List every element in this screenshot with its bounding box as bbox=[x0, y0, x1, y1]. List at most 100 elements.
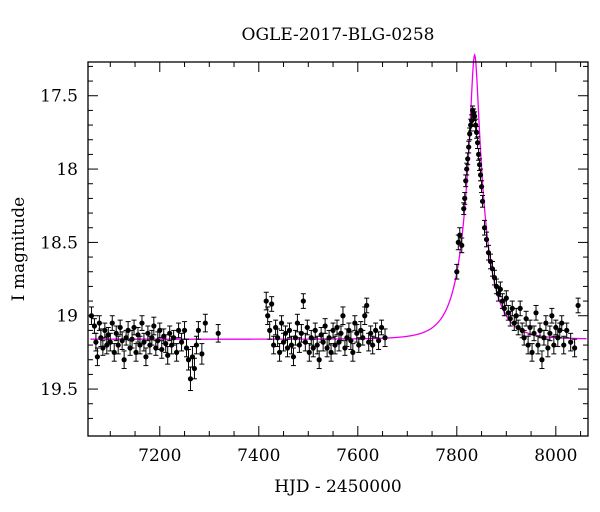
x-axis-label: HJD - 2450000 bbox=[274, 477, 402, 497]
data-point bbox=[338, 330, 344, 336]
data-point bbox=[330, 327, 336, 333]
data-point bbox=[278, 320, 285, 326]
data-point bbox=[364, 302, 370, 309]
data-point bbox=[527, 324, 533, 331]
data-point bbox=[454, 269, 460, 275]
data-point bbox=[276, 349, 283, 355]
data-point bbox=[507, 316, 513, 322]
data-point bbox=[479, 198, 486, 204]
data-point bbox=[117, 324, 123, 331]
data-point bbox=[141, 339, 147, 345]
data-point bbox=[463, 178, 469, 184]
data-point bbox=[167, 330, 173, 336]
data-point bbox=[296, 342, 302, 348]
data-point bbox=[102, 327, 108, 333]
data-point bbox=[525, 342, 531, 348]
data-point bbox=[298, 330, 304, 336]
data-point bbox=[115, 342, 121, 348]
data-point bbox=[271, 342, 277, 348]
data-point bbox=[467, 131, 473, 137]
data-point bbox=[290, 354, 297, 360]
data-point bbox=[475, 151, 482, 157]
data-point bbox=[509, 305, 515, 311]
data-point bbox=[464, 166, 470, 172]
data-point bbox=[549, 313, 555, 319]
data-point bbox=[185, 357, 192, 363]
data-point bbox=[187, 376, 194, 382]
data-point bbox=[503, 295, 509, 301]
data-point bbox=[159, 346, 165, 353]
data-point bbox=[332, 342, 338, 348]
data-point bbox=[104, 342, 110, 348]
data-point bbox=[111, 349, 117, 355]
data-point bbox=[300, 298, 306, 304]
data-point bbox=[360, 335, 366, 341]
data-point bbox=[129, 336, 135, 342]
data-point bbox=[476, 162, 483, 168]
data-point bbox=[288, 342, 295, 348]
data-point bbox=[151, 323, 157, 329]
data-point bbox=[199, 351, 205, 357]
data-point bbox=[564, 327, 570, 333]
data-point bbox=[328, 349, 334, 355]
data-point bbox=[539, 357, 545, 363]
data-point bbox=[324, 345, 330, 351]
y-tick-label: 18 bbox=[56, 160, 78, 180]
data-point bbox=[517, 305, 523, 311]
data-point bbox=[125, 327, 131, 333]
data-point bbox=[543, 320, 549, 326]
data-point bbox=[461, 206, 467, 212]
data-point bbox=[131, 324, 137, 331]
data-point bbox=[109, 320, 115, 326]
data-point bbox=[465, 156, 471, 162]
data-point bbox=[181, 327, 188, 333]
x-tick-label: 7400 bbox=[237, 446, 280, 466]
data-point bbox=[475, 140, 481, 146]
data-point bbox=[191, 365, 198, 372]
data-point bbox=[139, 320, 145, 326]
data-point bbox=[119, 338, 125, 344]
data-point bbox=[537, 327, 543, 333]
data-point bbox=[316, 357, 322, 363]
data-point bbox=[326, 335, 332, 341]
data-point bbox=[559, 320, 565, 326]
data-point bbox=[547, 330, 553, 336]
y-tick-label: 17.5 bbox=[40, 87, 78, 107]
data-point bbox=[513, 313, 519, 319]
data-point bbox=[275, 335, 281, 341]
data-point bbox=[304, 324, 310, 331]
plot-frame bbox=[87, 61, 589, 437]
data-point bbox=[348, 338, 354, 344]
y-tick-label: 18.5 bbox=[40, 233, 78, 253]
model-curve bbox=[90, 53, 587, 340]
data-point bbox=[382, 335, 388, 341]
data-point bbox=[531, 330, 537, 336]
data-point bbox=[568, 339, 574, 345]
data-point bbox=[93, 339, 99, 345]
data-point bbox=[521, 335, 527, 341]
data-point bbox=[88, 313, 95, 319]
data-point bbox=[145, 330, 151, 336]
x-tick-label: 7200 bbox=[138, 446, 181, 466]
data-point bbox=[523, 316, 529, 322]
data-point bbox=[501, 305, 507, 311]
data-point bbox=[477, 172, 484, 178]
data-point bbox=[350, 349, 356, 355]
data-point bbox=[561, 342, 567, 348]
data-point bbox=[340, 313, 346, 319]
data-point bbox=[469, 118, 475, 124]
y-tick-label: 19.5 bbox=[40, 380, 78, 400]
data-point bbox=[533, 310, 539, 316]
data-point bbox=[472, 113, 478, 119]
data-point bbox=[462, 195, 468, 201]
data-point bbox=[474, 129, 480, 135]
data-point bbox=[202, 320, 208, 326]
data-point bbox=[267, 327, 273, 333]
data-point bbox=[149, 335, 155, 341]
data-point bbox=[286, 327, 293, 333]
data-point bbox=[575, 302, 581, 309]
data-point bbox=[284, 345, 291, 351]
data-point bbox=[541, 335, 547, 341]
data-point bbox=[157, 327, 163, 333]
